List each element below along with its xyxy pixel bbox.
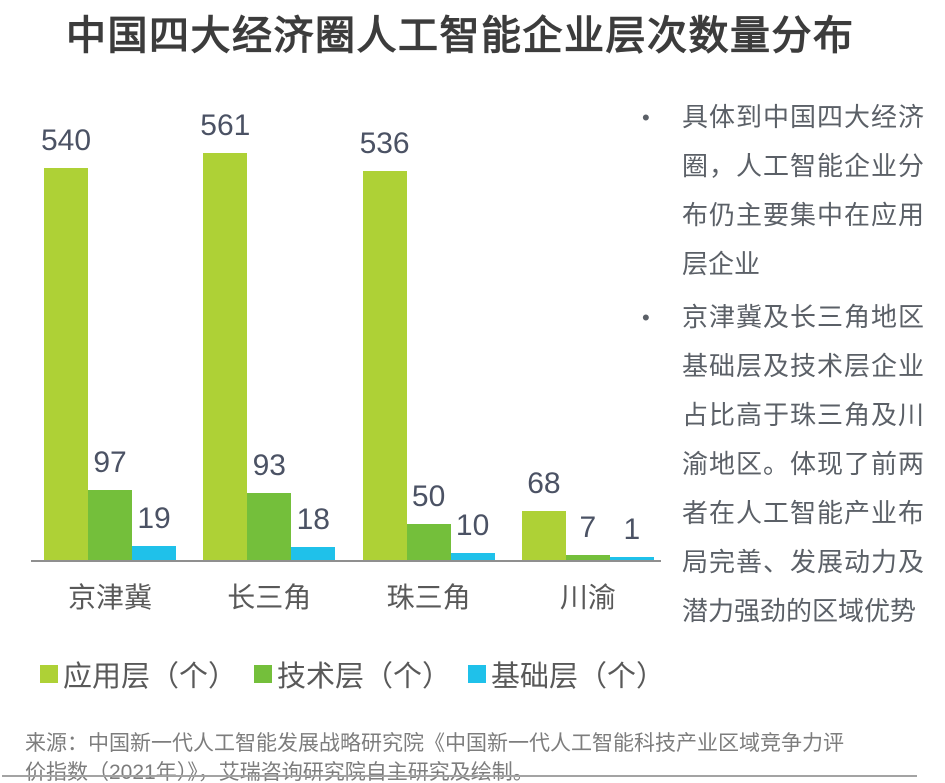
value-label: 7 <box>579 511 597 544</box>
value-label: 18 <box>296 503 330 536</box>
value-label: 536 <box>359 127 410 160</box>
legend-label: 基础层（个） <box>491 661 666 693</box>
bar-series2-group4 <box>565 555 610 560</box>
bullet-marker <box>636 293 682 636</box>
bar-series3-group3 <box>450 553 495 560</box>
insights-panel: 具体到中国四大经济圈，人工智能企业分布仍主要集中在应用层企业 京津冀及长三角地区… <box>636 93 938 640</box>
insight-bullet-1: 具体到中国四大经济圈，人工智能企业分布仍主要集中在应用层企业 <box>636 93 938 289</box>
bullet-marker <box>636 93 682 289</box>
x-axis-line <box>31 560 661 562</box>
legend-swatch-icon <box>40 665 58 683</box>
category-label-1: 京津冀 <box>67 582 152 613</box>
value-label: 10 <box>455 509 490 542</box>
value-label: 93 <box>252 449 286 482</box>
value-label: 68 <box>527 467 561 500</box>
legend-swatch-icon <box>468 665 487 683</box>
insight-bullet-2: 京津冀及长三角地区基础层及技术层企业占比高于珠三角及川渝地区。体现了前两者在人工… <box>636 293 938 636</box>
bar-series2-group3 <box>406 524 451 560</box>
value-label: 19 <box>137 502 171 535</box>
bar-series3-group2 <box>291 547 336 560</box>
source-note: 来源：中国新一代人工智能发展战略研究院《中国新一代人工智能科技产业区域竞争力评价… <box>25 732 844 783</box>
bar-series1-group3 <box>362 171 407 560</box>
legend-label: 技术层（个） <box>277 661 452 693</box>
bar-series2-group1 <box>88 490 132 560</box>
bar-series2-group2 <box>247 493 292 560</box>
legend-label: 应用层（个） <box>63 661 238 693</box>
x-axis-category-labels: 京津冀 长三角 珠三角 川渝 <box>31 580 661 620</box>
value-label: 50 <box>411 480 446 513</box>
bar-chart-plot: 540 97 19 561 93 18 536 50 10 68 7 1 <box>31 100 661 562</box>
value-label: 540 <box>40 124 92 157</box>
chart-legend: 应用层（个） 技术层（个） 基础层（个） <box>40 653 665 695</box>
chart-title: 中国四大经济圈人工智能企业层次数量分布 <box>66 14 855 58</box>
insight-text-1: 具体到中国四大经济圈，人工智能企业分布仍主要集中在应用层企业 <box>682 102 924 279</box>
bar-series1-group2 <box>203 153 248 560</box>
category-label-4: 川渝 <box>559 582 616 613</box>
legend-swatch-icon <box>254 665 273 683</box>
bar-series1-group4 <box>521 511 566 560</box>
bar-series1-group1 <box>44 168 88 560</box>
category-label-2: 长三角 <box>227 582 312 613</box>
bottom-divider <box>2 775 917 777</box>
legend-item-1: 应用层（个） <box>40 653 237 695</box>
category-label-3: 珠三角 <box>386 582 471 613</box>
legend-item-3: 基础层（个） <box>468 653 665 695</box>
insight-text-2: 京津冀及长三角地区基础层及技术层企业占比高于珠三角及川渝地区。体现了前两者在人工… <box>682 302 924 626</box>
value-label: 97 <box>93 446 127 479</box>
bar-series3-group4 <box>609 557 654 560</box>
value-label: 561 <box>200 109 251 142</box>
legend-item-2: 技术层（个） <box>254 653 451 695</box>
bar-series3-group1 <box>132 546 176 560</box>
